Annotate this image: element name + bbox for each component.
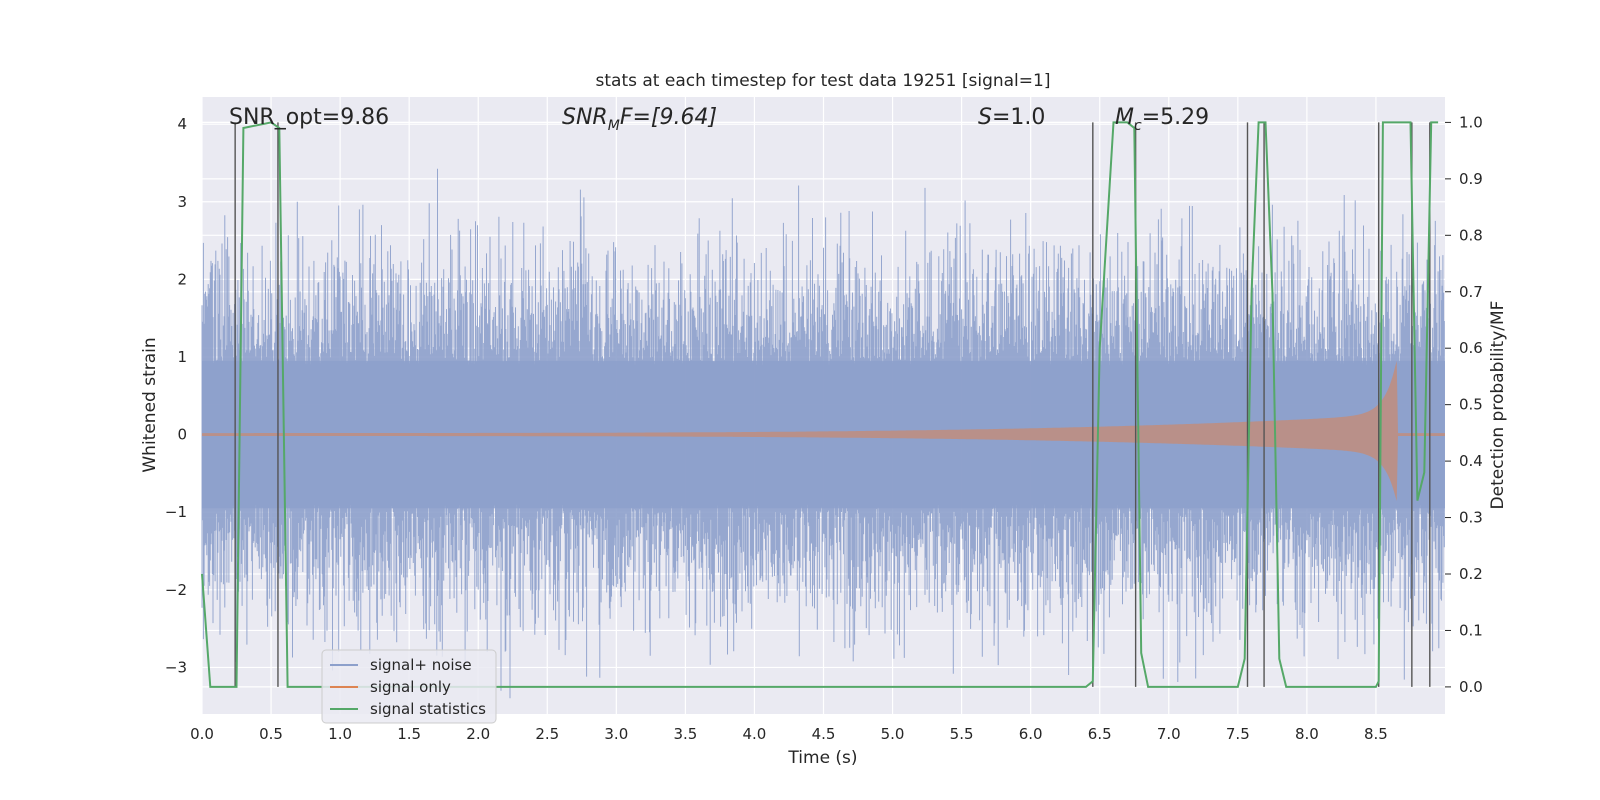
annotation-snr-mf-prefix: SNR <box>562 105 608 130</box>
annotation-mc: Mc=5.29 <box>1115 105 1209 134</box>
y-tick-label-2: −1 <box>165 503 187 521</box>
y2-tick-label-8: 0.8 <box>1459 226 1483 244</box>
x-tick-label-14: 7.0 <box>1157 725 1181 743</box>
y2-tick-label-10: 1.0 <box>1459 113 1483 131</box>
legend-label-stats: signal statistics <box>370 700 486 718</box>
legend: signal+ noise signal only signal statist… <box>321 649 497 724</box>
x-tick-label-0: 0.0 <box>190 725 214 743</box>
annotations: SNR_opt=9.86 SNRMF=[9.64] S=1.0 Mc=5.29 <box>229 105 1209 134</box>
y2-tick-label-3: 0.3 <box>1459 509 1483 527</box>
x-tick-label-2: 1.0 <box>328 725 352 743</box>
x-tick-label-5: 2.5 <box>535 725 559 743</box>
y2-axis-ticks: 0.0 0.1 0.2 0.3 0.4 0.5 0.6 0.7 0.8 0.9 1.0 <box>1445 113 1483 696</box>
y2-tick-label-4: 0.4 <box>1459 452 1483 470</box>
y2-tick-label-5: 0.5 <box>1459 396 1483 414</box>
y2-tick-label-0: 0.0 <box>1459 678 1483 696</box>
y2-tick-label-7: 0.7 <box>1459 283 1483 301</box>
y-tick-label-4: 1 <box>177 348 187 366</box>
x-axis-ticks: 0.0 0.5 1.0 1.5 2.0 2.5 3.0 3.5 4.0 4.5 5.0 5.5 6.0 6… <box>190 725 1388 743</box>
annotation-mc-prefix: M <box>1115 105 1134 130</box>
y-tick-label-6: 3 <box>177 193 187 211</box>
y2-tick-label-6: 0.6 <box>1459 339 1483 357</box>
y-axis-label: Whitened strain <box>140 337 160 472</box>
annotation-snr-mf-sub: M <box>608 118 620 134</box>
y-tick-label-3: 0 <box>177 426 187 444</box>
annotation-snr-mf-suffix: F=[9.64] <box>620 105 717 130</box>
x-tick-label-11: 5.5 <box>950 725 974 743</box>
x-tick-label-1: 0.5 <box>259 725 283 743</box>
x-tick-label-6: 3.0 <box>604 725 628 743</box>
y-tick-label-5: 2 <box>177 270 187 288</box>
annotation-mc-sub: c <box>1134 118 1142 134</box>
x-tick-label-12: 6.0 <box>1019 725 1043 743</box>
x-tick-label-15: 7.5 <box>1226 725 1250 743</box>
y-tick-label-7: 4 <box>177 115 187 133</box>
y-tick-label-1: −2 <box>165 581 187 599</box>
x-tick-label-13: 6.5 <box>1088 725 1112 743</box>
annotation-s-value: =1.0 <box>992 105 1045 130</box>
y-tick-label-0: −3 <box>165 658 187 676</box>
chirp-envelope <box>202 360 1445 501</box>
x-tick-label-9: 4.5 <box>812 725 836 743</box>
y2-axis-label: Detection probability/MF <box>1488 301 1508 510</box>
x-axis-label: Time (s) <box>787 748 857 768</box>
annotation-snr-mf: SNRMF=[9.64] <box>562 105 717 134</box>
signal-only-series <box>202 360 1445 501</box>
y2-tick-label-2: 0.2 <box>1459 565 1483 583</box>
x-tick-label-7: 3.5 <box>673 725 697 743</box>
chart-title: stats at each timestep for test data 192… <box>596 71 1051 91</box>
legend-label-noise: signal+ noise <box>370 656 472 674</box>
legend-box <box>321 649 497 724</box>
x-tick-label-4: 2.0 <box>466 725 490 743</box>
legend-label-signal: signal only <box>370 678 451 696</box>
annotation-mc-value: =5.29 <box>1142 105 1209 130</box>
annotation-s: S=1.0 <box>978 105 1045 130</box>
x-tick-label-10: 5.0 <box>881 725 905 743</box>
annotation-s-prefix: S <box>978 105 992 130</box>
annotation-snr-opt: SNR_opt=9.86 <box>229 105 389 130</box>
x-tick-label-8: 4.0 <box>743 725 767 743</box>
y-axis-ticks: −3 −2 −1 0 1 2 3 4 <box>165 115 187 676</box>
x-tick-label-17: 8.5 <box>1364 725 1388 743</box>
y2-tick-label-9: 0.9 <box>1459 170 1483 188</box>
x-tick-label-3: 1.5 <box>397 725 421 743</box>
y2-tick-label-1: 0.1 <box>1459 621 1483 639</box>
x-tick-label-16: 8.0 <box>1295 725 1319 743</box>
